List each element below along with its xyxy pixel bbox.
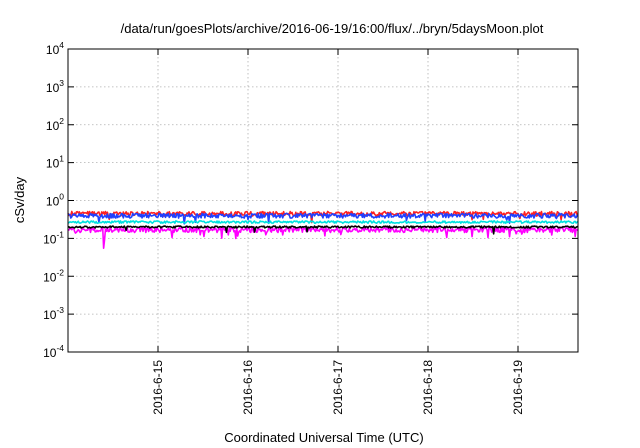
y-tick-label: 10-3	[43, 305, 64, 322]
series-line	[67, 225, 579, 235]
series-line	[67, 212, 579, 225]
series-line	[67, 226, 579, 250]
y-tick-label: 103	[46, 78, 64, 95]
x-tick-label: 2016-6-15	[151, 360, 165, 415]
x-axis-label: Coordinated Universal Time (UTC)	[224, 430, 423, 445]
x-tick-label: 2016-6-18	[421, 360, 435, 415]
x-tick-label: 2016-6-17	[331, 360, 345, 415]
y-tick-label: 10-1	[43, 229, 64, 246]
y-tick-label: 10-4	[43, 343, 64, 360]
y-tick-label: 10-2	[43, 267, 64, 284]
y-tick-label: 101	[46, 154, 64, 171]
y-tick-label: 100	[46, 192, 64, 209]
grid	[68, 49, 578, 352]
y-axis-label: cSv/day	[12, 176, 27, 223]
x-axis: 2016-6-15 2016-6-16 2016-6-17 2016-6-18 2016…	[151, 49, 525, 415]
series-group	[67, 210, 579, 250]
chart-title: /data/run/goesPlots/archive/2016-06-19/1…	[121, 21, 544, 36]
y-axis: 10-4 10-3 10-2 10-1 100 101 102 103 104	[43, 40, 578, 360]
x-tick-label: 2016-6-19	[511, 360, 525, 415]
y-tick-label: 102	[46, 116, 64, 133]
x-tick-label: 2016-6-16	[241, 360, 255, 415]
y-tick-label: 104	[46, 40, 64, 57]
series-line	[67, 220, 579, 225]
